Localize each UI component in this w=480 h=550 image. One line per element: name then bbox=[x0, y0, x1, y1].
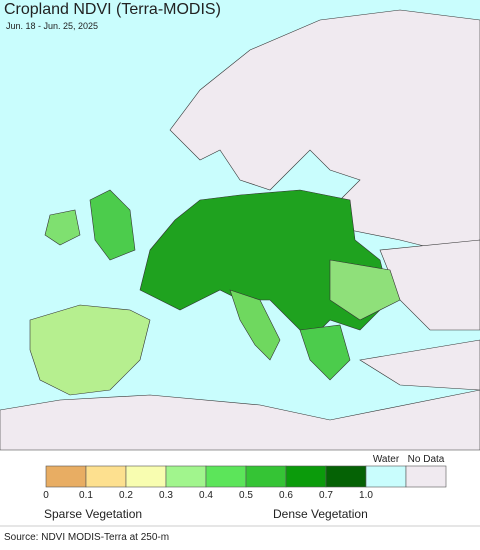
greece bbox=[299, 324, 351, 381]
sparse-label: Sparse Vegetation bbox=[44, 507, 142, 521]
source: Source: NDVI MODIS-Terra at 250-m bbox=[4, 532, 169, 543]
water-label: Water bbox=[373, 454, 400, 465]
iberia bbox=[29, 304, 151, 396]
title: Cropland NDVI (Terra-MODIS) bbox=[4, 1, 221, 18]
italy bbox=[229, 289, 281, 361]
legend-tick: 0.2 bbox=[119, 490, 133, 501]
balkans-east bbox=[329, 259, 401, 321]
legend-tick: 1.0 bbox=[359, 490, 373, 501]
legend-swatch bbox=[205, 465, 247, 488]
legend-tick: 0.5 bbox=[239, 490, 253, 501]
nodata-label: No Data bbox=[408, 454, 445, 465]
legend-swatch bbox=[285, 465, 327, 488]
legend-swatch bbox=[45, 465, 87, 488]
legend-swatch bbox=[325, 465, 367, 488]
legend-swatch bbox=[125, 465, 167, 488]
legend-tick: 0 bbox=[43, 490, 49, 501]
legend-swatch bbox=[85, 465, 127, 488]
subtitle: Jun. 18 - Jun. 25, 2025 bbox=[6, 21, 98, 31]
britain bbox=[89, 189, 136, 261]
map bbox=[0, 0, 480, 451]
turkey bbox=[359, 339, 480, 391]
legend-swatch bbox=[365, 465, 407, 488]
legend-swatch bbox=[165, 465, 207, 488]
dense-label: Dense Vegetation bbox=[273, 507, 368, 521]
africa bbox=[0, 389, 480, 451]
legend-swatch bbox=[245, 465, 287, 488]
legend-tick: 0.7 bbox=[319, 490, 333, 501]
legend-swatch bbox=[405, 465, 447, 488]
ireland bbox=[44, 209, 81, 246]
legend: 0 0.1 0.2 0.3 0.4 0.5 0.6 0.7 1.0 Water No Data bbox=[43, 454, 447, 501]
legend-tick: 0.6 bbox=[279, 490, 293, 501]
legend-tick: 0.3 bbox=[159, 490, 173, 501]
legend-tick: 0.4 bbox=[199, 490, 213, 501]
central-europe bbox=[139, 189, 391, 341]
legend-tick: 0.1 bbox=[79, 490, 93, 501]
